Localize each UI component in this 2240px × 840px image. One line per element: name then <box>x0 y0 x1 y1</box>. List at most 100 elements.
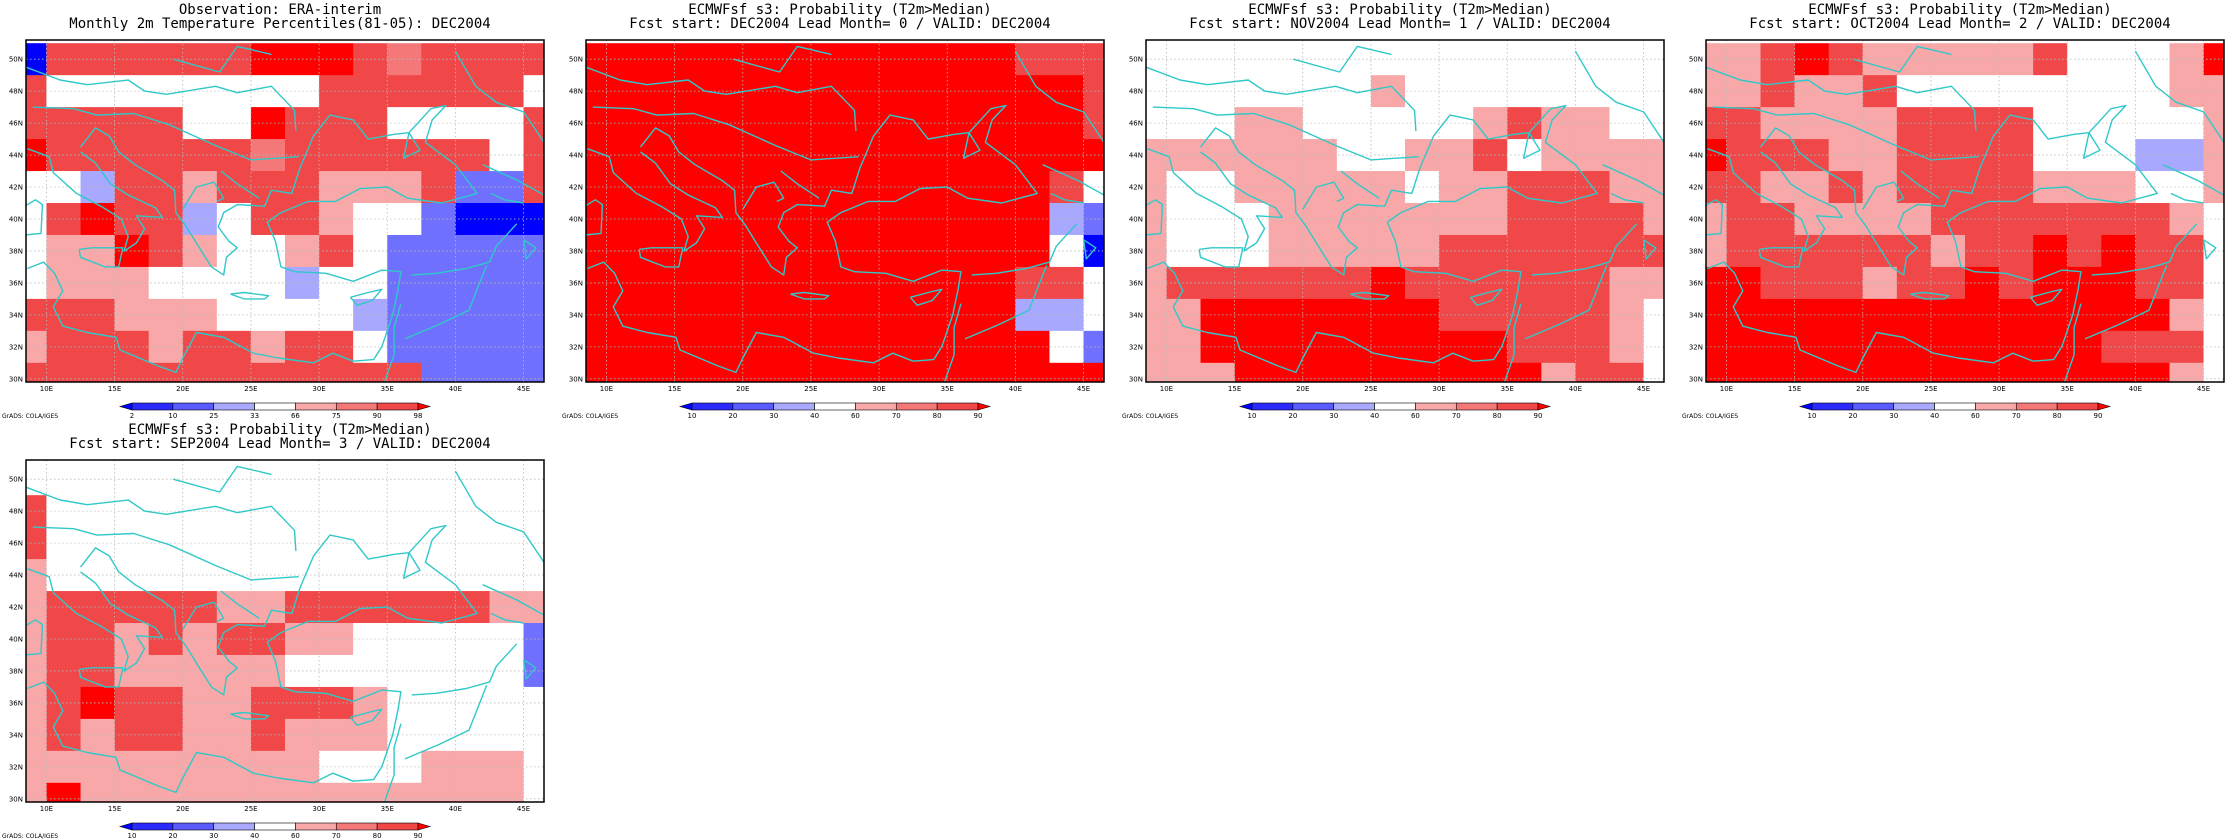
colorbar-tick: 20 <box>1288 412 1297 420</box>
grid-cell <box>1405 362 1440 383</box>
lat-label: 42N <box>1129 184 1143 192</box>
grid-cell <box>606 234 641 268</box>
grid-cell <box>46 750 81 784</box>
grid-cell <box>2101 362 2136 383</box>
grid-cell <box>1828 75 1864 108</box>
lat-label: 34N <box>9 311 23 319</box>
grid-cell <box>26 591 47 624</box>
grid-cell <box>1726 171 1761 204</box>
grid-cell <box>1302 234 1338 268</box>
grid-cell <box>46 527 81 560</box>
colorbar-tick: 30 <box>1329 412 1338 420</box>
grid-cell <box>114 463 150 496</box>
lon-label: 35E <box>381 805 394 813</box>
grid-cell <box>250 463 286 496</box>
lat-label: 50N <box>9 56 23 64</box>
grid-cell <box>46 43 81 76</box>
grid-cell <box>1146 43 1167 76</box>
lat-label: 34N <box>1129 311 1143 319</box>
grid-cell <box>26 495 47 528</box>
grid-cell <box>2203 330 2225 364</box>
grid-cell <box>216 782 252 803</box>
lat-label: 50N <box>569 56 583 64</box>
grid-cell <box>586 298 607 332</box>
grid-cell <box>182 266 218 300</box>
lat-label: 48N <box>569 88 583 96</box>
graticule <box>26 40 544 382</box>
lat-label: 42N <box>569 184 583 192</box>
grid-cell <box>1146 171 1167 204</box>
grid-cell <box>250 718 286 752</box>
lon-label: 45E <box>517 385 530 393</box>
grid-cell <box>1439 362 1474 383</box>
colorbar-tick: 70 <box>1452 412 1461 420</box>
map-panel-lead-0: ECMWFsf s3: Probability (T2m>Median) Fcst… <box>560 0 1120 420</box>
grid-cell <box>26 623 47 656</box>
grid-cell <box>46 107 81 140</box>
grid-cell <box>148 750 184 784</box>
grid-cell <box>1999 330 2034 364</box>
grid-cell <box>1302 171 1338 204</box>
grid-cell <box>879 107 914 140</box>
map-panel-lead-3: ECMWFsf s3: Probability (T2m>Median) Fcst… <box>0 420 560 840</box>
lat-label: 30N <box>569 375 583 383</box>
grid-cell <box>640 75 676 108</box>
graticule <box>1706 40 2224 382</box>
grid-cell <box>742 266 778 300</box>
grid-cell <box>1643 139 1665 172</box>
grid-cell <box>1166 330 1201 364</box>
grid-cell <box>1575 139 1610 172</box>
lat-label: 34N <box>1689 311 1703 319</box>
lat-label: 38N <box>9 667 23 675</box>
grid-cell <box>708 43 744 76</box>
grid-cell <box>489 782 524 803</box>
grid-cell <box>1706 298 1727 332</box>
colorbar-tick: 10 <box>688 412 697 420</box>
grid-cell <box>1200 75 1236 108</box>
colorbar-tick: 20 <box>728 412 737 420</box>
grid-cell <box>1575 43 1610 76</box>
grid-cell <box>2135 362 2170 383</box>
grid-cell <box>250 298 286 332</box>
grid-cell <box>1794 171 1830 204</box>
grid-cell <box>1575 107 1610 140</box>
grid-cell <box>1439 298 1474 332</box>
grid-cell <box>1760 266 1796 300</box>
coastlines <box>1706 45 2224 382</box>
grid-cell <box>1706 75 1727 108</box>
grid-cell <box>1507 266 1542 300</box>
grid-cell <box>1146 107 1167 140</box>
grid-cell <box>1575 234 1610 268</box>
grid-cell <box>46 463 81 496</box>
grid-cell <box>455 203 490 236</box>
grid-cell <box>182 107 218 140</box>
grid-cell <box>148 139 184 172</box>
grid-cell <box>455 782 490 803</box>
lon-label: 45E <box>1637 385 1650 393</box>
lon-label: 20E <box>1296 385 1309 393</box>
grid-cell <box>1015 107 1050 140</box>
grid-cell <box>387 171 422 204</box>
grid-cell <box>387 75 422 108</box>
grid-cell <box>114 686 150 720</box>
grid-cell <box>1999 171 2034 204</box>
grid-cell <box>80 686 116 720</box>
grid-cell <box>182 686 218 720</box>
grid-cell <box>1146 139 1167 172</box>
lat-label: 32N <box>9 343 23 351</box>
grid-cell <box>46 203 81 236</box>
grid-cell <box>80 234 116 268</box>
grid-cell <box>250 559 286 592</box>
grid-cell <box>319 75 354 108</box>
grid-cell <box>1015 139 1050 172</box>
grid-cell <box>1828 203 1864 236</box>
grid-cell <box>810 298 846 332</box>
lat-label: 42N <box>1689 184 1703 192</box>
colorbar-tick: 98 <box>414 412 423 420</box>
grid-cell <box>148 623 184 656</box>
grid-cell <box>1439 266 1474 300</box>
grid-cell <box>2203 75 2225 108</box>
grid-cell <box>708 203 744 236</box>
colorbar-tick: 40 <box>1370 412 1379 420</box>
grid-cell <box>708 330 744 364</box>
